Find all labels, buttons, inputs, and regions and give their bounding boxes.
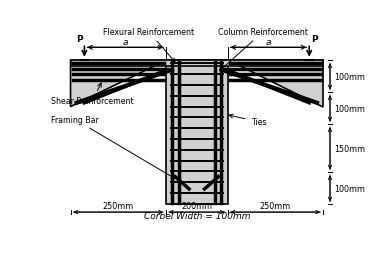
Text: P: P bbox=[311, 35, 318, 43]
Text: 100mm: 100mm bbox=[334, 73, 365, 82]
Polygon shape bbox=[71, 61, 166, 107]
Polygon shape bbox=[228, 61, 323, 107]
Text: Corbel Width = 100mm: Corbel Width = 100mm bbox=[144, 211, 250, 220]
Text: 250mm: 250mm bbox=[103, 201, 134, 210]
Text: Framing Bar: Framing Bar bbox=[51, 116, 175, 179]
Text: a: a bbox=[122, 38, 128, 46]
Text: a: a bbox=[266, 38, 271, 46]
Text: Ties: Ties bbox=[229, 115, 266, 127]
Text: 100mm: 100mm bbox=[334, 184, 365, 193]
Polygon shape bbox=[166, 61, 228, 204]
Text: 100mm: 100mm bbox=[334, 104, 365, 114]
Text: Flexural Reinforcement: Flexural Reinforcement bbox=[104, 28, 195, 63]
Text: Column Reinforcement: Column Reinforcement bbox=[218, 28, 308, 70]
Text: 200mm: 200mm bbox=[181, 201, 212, 210]
Text: 250mm: 250mm bbox=[260, 201, 291, 210]
Polygon shape bbox=[71, 61, 323, 67]
Text: 150mm: 150mm bbox=[334, 144, 365, 153]
Text: P: P bbox=[76, 35, 82, 43]
Text: Shear Reinforcement: Shear Reinforcement bbox=[51, 84, 134, 105]
